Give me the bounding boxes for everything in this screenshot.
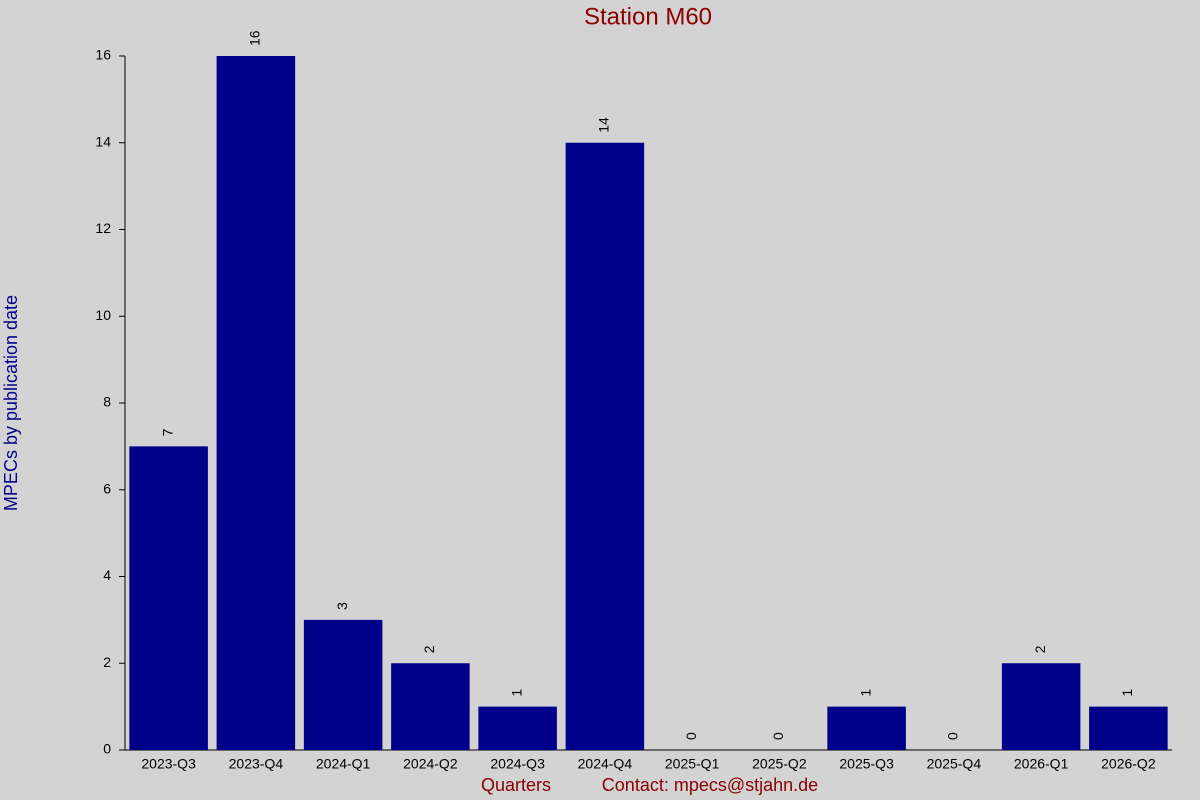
- x-tick-label: 2025-Q2: [752, 756, 807, 772]
- data-label: 0: [683, 732, 699, 740]
- x-tick-label: 2026-Q2: [1101, 756, 1156, 772]
- y-tick-label: 8: [103, 394, 111, 410]
- data-label: 2: [1032, 645, 1048, 653]
- data-label: 0: [770, 732, 786, 740]
- x-tick-label: 2024-Q1: [316, 756, 371, 772]
- chart-title: Station M60: [584, 3, 712, 30]
- data-label: 0: [945, 732, 961, 740]
- bar: [1001, 663, 1081, 750]
- y-axis-label: MPECs by publication date: [1, 295, 21, 511]
- y-tick-label: 2: [103, 654, 111, 670]
- data-label: 2: [421, 645, 437, 653]
- x-tick-label: 2024-Q2: [403, 756, 458, 772]
- x-tick-label: 2026-Q1: [1014, 756, 1069, 772]
- x-tick-label: 2023-Q3: [141, 756, 196, 772]
- bar: [303, 619, 383, 750]
- x-tick-label: 2025-Q1: [665, 756, 720, 772]
- bar: [391, 663, 470, 750]
- x-tick-label: 2024-Q3: [490, 756, 545, 772]
- y-tick-label: 0: [103, 741, 111, 757]
- bar: [129, 446, 208, 750]
- x-tick-label: 2024-Q4: [578, 756, 633, 772]
- x-tick-label: 2025-Q4: [927, 756, 982, 772]
- y-tick-label: 14: [95, 133, 111, 149]
- y-tick-label: 4: [103, 567, 111, 583]
- annotation: Contact: mpecs@stjahn.de: [602, 775, 818, 795]
- data-label: 14: [596, 117, 612, 133]
- x-axis-label: Quarters: [481, 775, 551, 795]
- bar: [1089, 706, 1168, 750]
- data-label: 1: [857, 689, 873, 697]
- x-tick-label: 2025-Q3: [839, 756, 894, 772]
- data-label: 3: [334, 602, 350, 610]
- bar: [478, 706, 557, 750]
- bar: [216, 56, 296, 750]
- y-tick-label: 6: [103, 480, 111, 496]
- data-label: 1: [508, 689, 524, 697]
- y-tick-label: 16: [95, 47, 111, 63]
- data-label: 7: [159, 428, 175, 436]
- data-label: 1: [1119, 689, 1135, 697]
- data-label: 16: [247, 30, 263, 46]
- x-tick-label: 2023-Q4: [229, 756, 284, 772]
- y-tick-label: 12: [95, 220, 111, 236]
- bar: [827, 706, 906, 750]
- y-tick-label: 10: [95, 307, 111, 323]
- bar: [565, 142, 645, 750]
